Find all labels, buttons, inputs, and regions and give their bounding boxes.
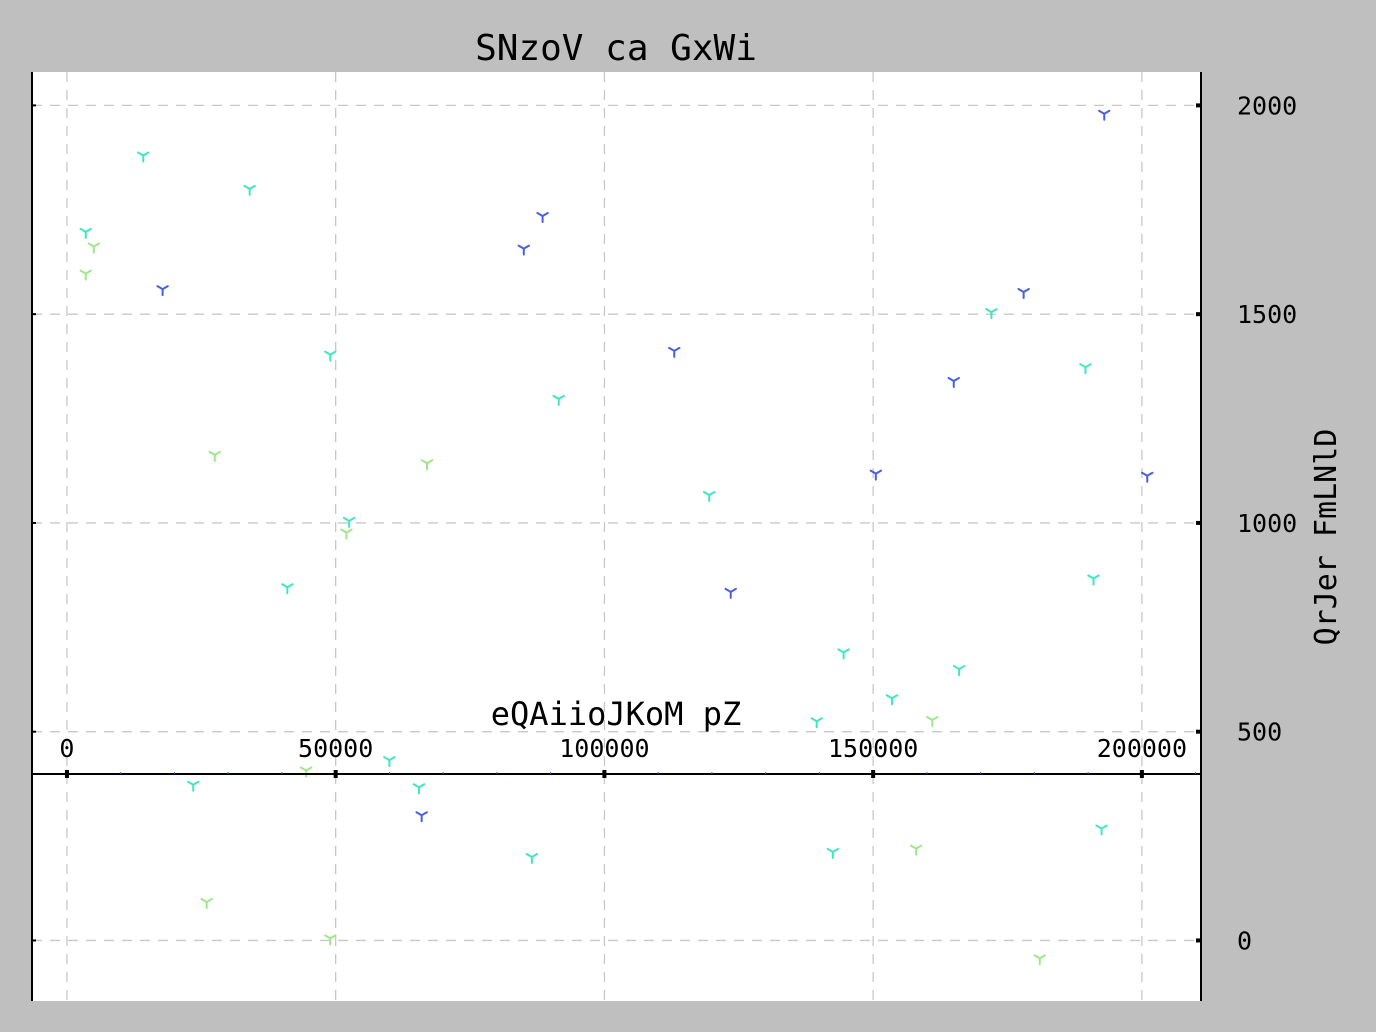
- data-point: [415, 811, 428, 823]
- data-point: [1095, 824, 1108, 836]
- data-point: [668, 346, 681, 358]
- y-tick-label: 2000: [1237, 91, 1297, 120]
- data-point: [324, 350, 337, 362]
- data-point: [1141, 471, 1154, 483]
- y-tick-label: 1500: [1237, 300, 1297, 329]
- data-point: [517, 244, 531, 256]
- data-point: [952, 665, 966, 677]
- data-point: [187, 780, 200, 792]
- data-point: [724, 587, 737, 599]
- grid-lines: [32, 72, 1201, 1001]
- data-point: [243, 184, 256, 196]
- data-point: [1098, 109, 1111, 121]
- x-tick-label: 0: [59, 734, 74, 763]
- data-point: [926, 716, 939, 728]
- y-tick-label: 500: [1237, 718, 1282, 747]
- data-point: [156, 285, 169, 297]
- data-point: [79, 227, 92, 239]
- data-point: [702, 490, 716, 502]
- axis-ticks: 0 50000 100000 150000 200000 0 500 1000 1500 2000: [32, 91, 1297, 955]
- y-tick-label: 1000: [1237, 509, 1297, 538]
- data-point: [810, 717, 823, 729]
- y-tick-label: 0: [1237, 926, 1252, 955]
- chart-title: SNzoV ca GxWi: [475, 28, 757, 69]
- data-point: [1017, 288, 1030, 300]
- x-tick-label: 100000: [559, 734, 649, 763]
- x-axis-label: eQAiioJKoM pZ: [491, 695, 741, 733]
- data-point: [200, 898, 213, 910]
- data-point: [985, 308, 998, 320]
- data-point: [869, 469, 883, 481]
- data-point: [947, 376, 960, 388]
- data-point: [340, 528, 353, 540]
- x-tick-label: 150000: [828, 734, 918, 763]
- data-point: [281, 583, 294, 595]
- data-point: [1079, 363, 1092, 375]
- data-point: [383, 756, 396, 768]
- data-point: [420, 459, 434, 471]
- data-point: [412, 783, 426, 795]
- data-point: [1087, 574, 1100, 586]
- data-point: [536, 212, 549, 224]
- data-point: [1033, 954, 1046, 966]
- x-tick-label: 50000: [298, 734, 373, 763]
- data-point: [525, 852, 539, 864]
- x-tick-label: 200000: [1097, 734, 1187, 763]
- y-axis-label: QrJer FmLNlD: [1309, 429, 1344, 646]
- data-point: [885, 694, 899, 706]
- data-point: [552, 394, 565, 406]
- data-point: [342, 516, 356, 528]
- data-point: [826, 847, 840, 859]
- plot-area: [32, 72, 1201, 1001]
- data-point: [208, 450, 221, 462]
- data-point: [87, 242, 101, 254]
- data-point: [79, 269, 92, 281]
- data-point: [909, 844, 923, 856]
- data-point: [837, 648, 850, 660]
- data-point: [324, 934, 337, 946]
- data-point: [137, 151, 150, 163]
